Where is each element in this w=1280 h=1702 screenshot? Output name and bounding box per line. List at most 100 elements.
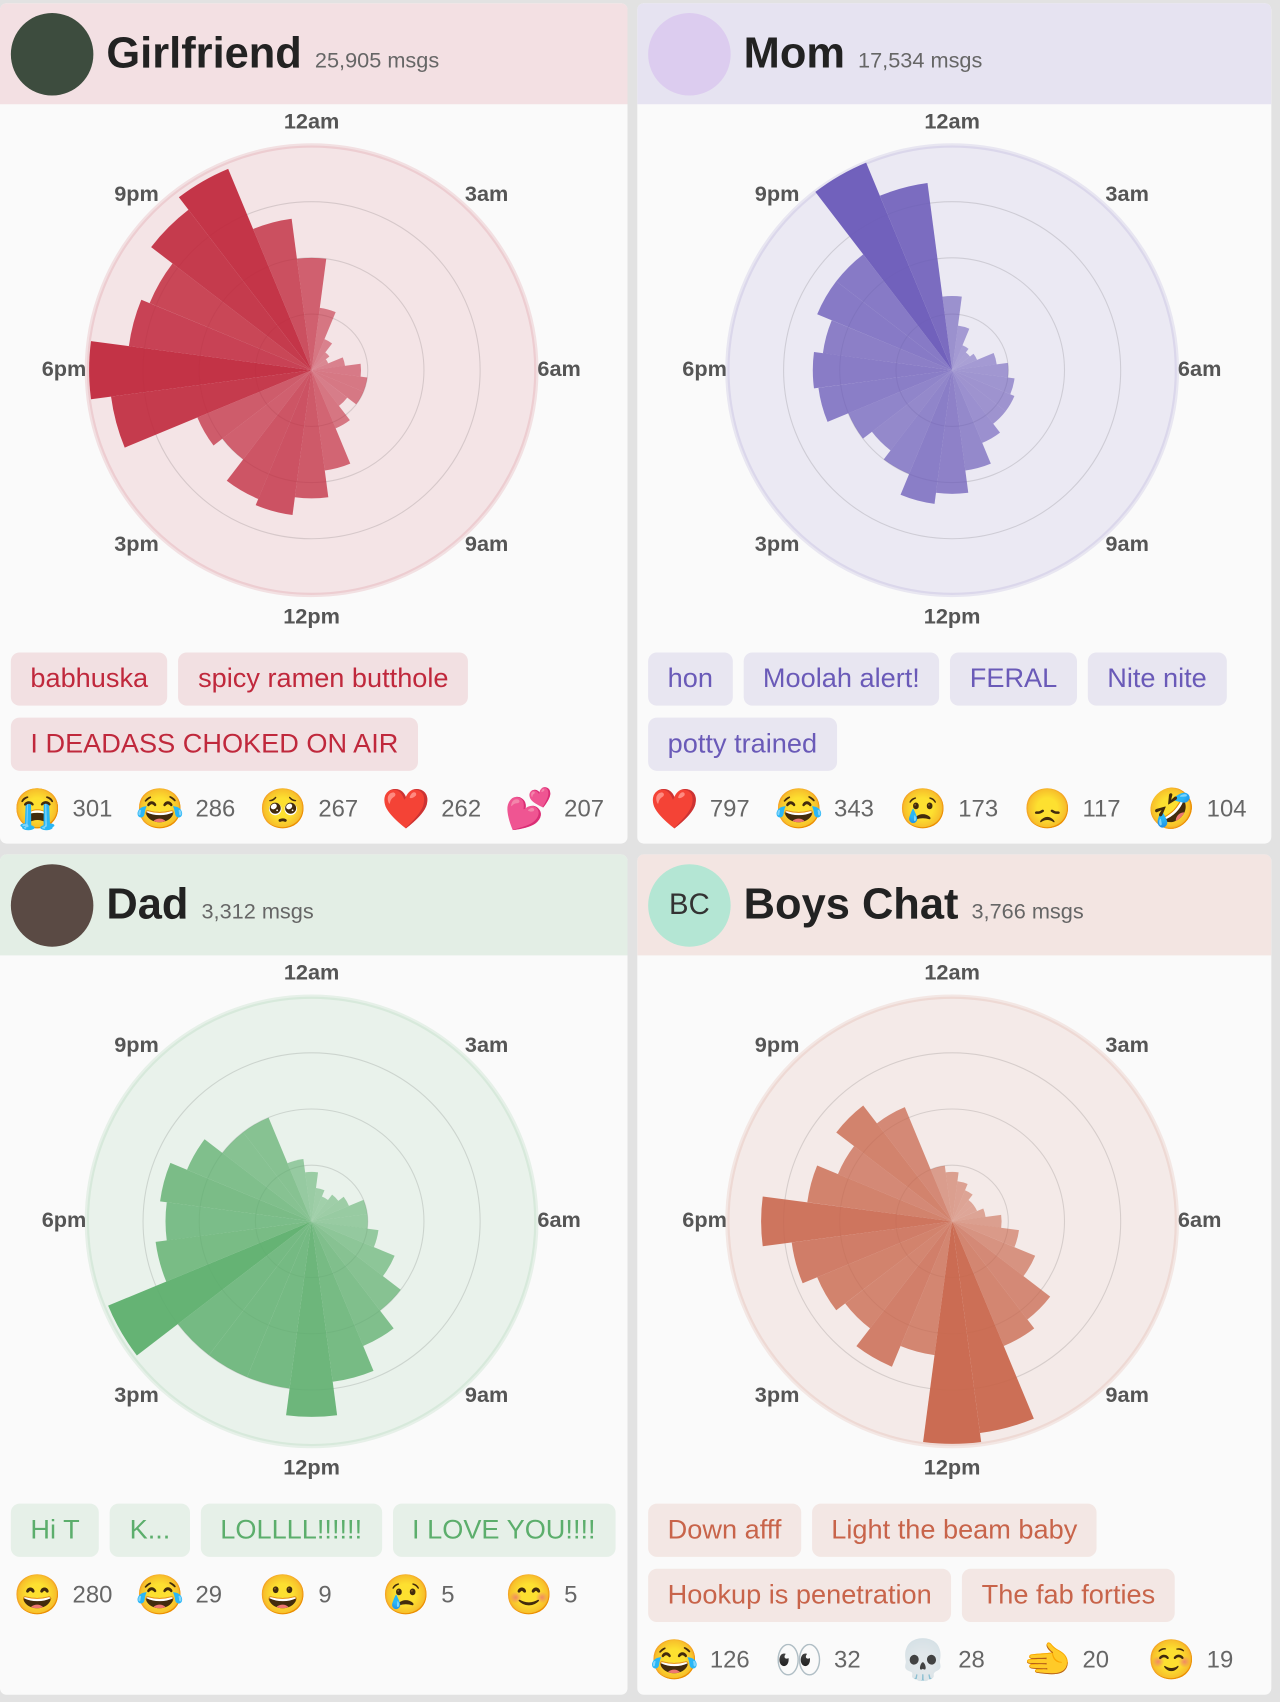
emoji: 🤣 bbox=[1147, 786, 1196, 831]
bar bbox=[923, 1221, 982, 1444]
bar bbox=[952, 345, 969, 371]
emoji-stat: ❤️ 797 bbox=[650, 786, 774, 832]
bar bbox=[296, 257, 327, 371]
emoji: 😀 bbox=[258, 1572, 308, 1617]
bar bbox=[311, 370, 348, 406]
emoji-stat: 😞 117 bbox=[1023, 786, 1147, 832]
emoji-count: 28 bbox=[958, 1645, 985, 1674]
bar bbox=[791, 1221, 953, 1284]
bar bbox=[818, 370, 953, 422]
bar bbox=[952, 1208, 986, 1222]
emoji: 💀 bbox=[898, 1637, 948, 1682]
emoji-row: 😄 280 😂 29 😀 9 😢 5 😊 5 bbox=[0, 1557, 628, 1618]
avatar bbox=[648, 12, 731, 95]
hour-label: 3am bbox=[465, 181, 508, 206]
emoji: 😂 bbox=[650, 1637, 699, 1682]
emoji-stat: ☺️ 19 bbox=[1147, 1637, 1271, 1683]
hour-label: 9am bbox=[465, 1382, 508, 1407]
card: BC Boys Chat 3,766 msgs 12am 3am 6am 9am 12pm 3p… bbox=[637, 854, 1272, 1695]
message-count: 25,905 msgs bbox=[314, 48, 440, 73]
hour-label: 3am bbox=[1105, 181, 1148, 206]
phrase-pill: Hookup is penetration bbox=[648, 1568, 952, 1622]
bar bbox=[836, 254, 953, 371]
phrase-pill: Hi T bbox=[10, 1503, 100, 1557]
bar bbox=[952, 325, 970, 371]
bar bbox=[945, 1171, 959, 1222]
emoji: 💕 bbox=[504, 786, 554, 831]
bar bbox=[286, 1221, 338, 1417]
bar bbox=[900, 370, 953, 504]
phrase-pill: potty trained bbox=[648, 717, 837, 771]
bar bbox=[311, 357, 346, 371]
bar bbox=[952, 1221, 1034, 1434]
bar bbox=[311, 352, 330, 371]
phrase-list: Hi T K... LOLLLL!!!!!! I LOVE YOU!!!! bbox=[0, 1493, 628, 1557]
phrase-pill: I DEADASS CHOKED ON AIR bbox=[10, 717, 418, 771]
bar bbox=[952, 1221, 1019, 1248]
emoji-count: 20 bbox=[1082, 1645, 1110, 1674]
contact-name: Boys Chat bbox=[743, 880, 959, 929]
bar bbox=[311, 1196, 329, 1222]
bar bbox=[178, 168, 312, 371]
emoji-count: 9 bbox=[318, 1580, 332, 1608]
bar bbox=[952, 1221, 1035, 1346]
bar bbox=[294, 370, 329, 499]
emoji-count: 19 bbox=[1206, 1645, 1234, 1674]
bar bbox=[817, 1221, 953, 1311]
message-count: 3,766 msgs bbox=[971, 900, 1084, 924]
emoji-count: 267 bbox=[318, 794, 359, 822]
card: Girlfriend 25,905 msgs 12am 3am 6am 9am 12pm 3p… bbox=[0, 3, 628, 844]
phrase-pill: K... bbox=[110, 1503, 190, 1557]
emoji: ☺️ bbox=[1147, 1637, 1196, 1682]
bar bbox=[952, 1199, 974, 1222]
bar bbox=[311, 339, 333, 371]
hour-label: 6pm bbox=[42, 356, 87, 381]
bar bbox=[208, 1221, 312, 1378]
emoji-count: 104 bbox=[1206, 794, 1247, 822]
bar bbox=[311, 370, 350, 429]
emoji-stat: 🤣 104 bbox=[1147, 786, 1271, 832]
bar bbox=[89, 341, 312, 400]
bar bbox=[311, 370, 364, 405]
hour-label: 12am bbox=[924, 108, 980, 133]
phrase-pill: babhuska bbox=[10, 652, 168, 706]
hour-label: 3pm bbox=[755, 1382, 800, 1407]
emoji: ❤️ bbox=[650, 786, 699, 831]
bar bbox=[900, 1221, 953, 1356]
polar-chart: 12am 3am 6am 9am 12pm 3pm 6pm 9pm bbox=[682, 108, 1221, 628]
bar bbox=[952, 362, 1009, 378]
avatar bbox=[10, 863, 94, 947]
emoji-stat: 😢 173 bbox=[899, 786, 1023, 832]
hour-label: 3pm bbox=[114, 531, 159, 556]
emoji-count: 32 bbox=[834, 1645, 861, 1674]
bar bbox=[935, 370, 969, 494]
bar bbox=[108, 1221, 312, 1356]
emoji-count: 286 bbox=[195, 794, 236, 822]
bar bbox=[952, 352, 970, 371]
emoji-count: 5 bbox=[441, 1580, 455, 1608]
emoji-count: 117 bbox=[1082, 794, 1121, 822]
bar bbox=[311, 1187, 325, 1222]
bar bbox=[222, 1132, 312, 1222]
bar bbox=[311, 363, 362, 377]
bar bbox=[952, 370, 1006, 424]
bar bbox=[848, 370, 953, 439]
bar bbox=[952, 353, 978, 371]
phrase-list: Down afff Light the beam baby Hookup is pe… bbox=[637, 1493, 1271, 1622]
bar bbox=[311, 359, 329, 371]
bar bbox=[311, 1221, 374, 1382]
message-count: 3,312 msgs bbox=[201, 900, 314, 924]
bar bbox=[311, 1221, 401, 1311]
bar bbox=[247, 1221, 312, 1389]
hour-label: 6am bbox=[1178, 356, 1221, 381]
hour-label: 3pm bbox=[755, 531, 800, 556]
emoji-stat: 😄 280 bbox=[13, 1572, 136, 1618]
bar bbox=[845, 1221, 953, 1329]
bar bbox=[952, 1190, 973, 1222]
emoji: 😂 bbox=[135, 786, 185, 831]
hour-label: 9pm bbox=[114, 181, 159, 206]
bar bbox=[311, 1196, 349, 1222]
bar bbox=[952, 1214, 1002, 1228]
bar bbox=[111, 370, 312, 448]
